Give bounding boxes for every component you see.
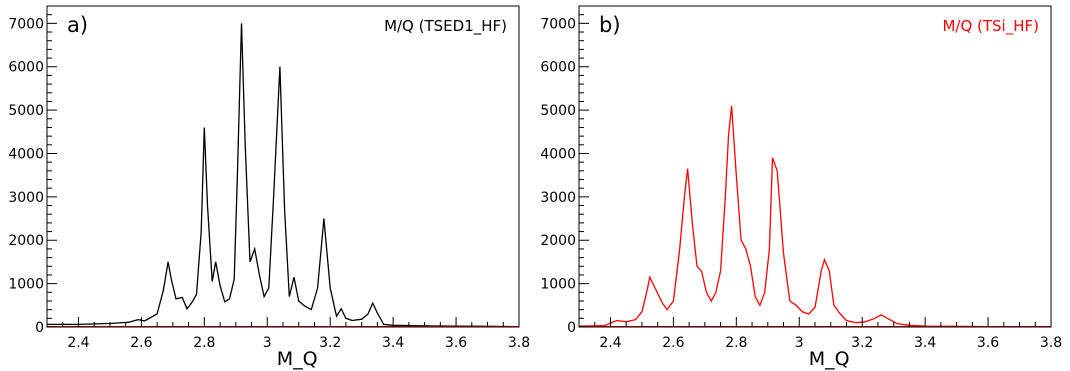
x-tick-label-a: 2.6 bbox=[130, 335, 152, 351]
x-axis-title-a: M_Q bbox=[277, 348, 318, 370]
y-tick-label-a: 1000 bbox=[8, 277, 44, 293]
panel-label-b: b) bbox=[599, 13, 621, 37]
y-tick-label-a: 4000 bbox=[8, 146, 44, 162]
y-tick-label-b: 2000 bbox=[540, 233, 576, 249]
series-line-a bbox=[47, 23, 520, 328]
y-tick-label-a: 5000 bbox=[8, 103, 44, 119]
legend-entry-b: M/Q (TSi_HF) bbox=[942, 17, 1039, 36]
y-tick-label-b: 6000 bbox=[540, 60, 576, 76]
x-tick-label-a: 3.4 bbox=[382, 335, 404, 351]
x-tick-label-b: 3.2 bbox=[851, 335, 873, 351]
x-tick-label-b: 3.4 bbox=[914, 335, 936, 351]
x-tick-label-a: 3.8 bbox=[508, 335, 530, 351]
x-tick-label-a: 3.2 bbox=[319, 335, 341, 351]
y-tick-label-a: 3000 bbox=[8, 190, 44, 206]
x-tick-label-a: 3 bbox=[263, 335, 272, 351]
y-tick-label-b: 5000 bbox=[540, 103, 576, 119]
x-tick-label-b: 2.6 bbox=[662, 335, 684, 351]
y-tick-label-b: 1000 bbox=[540, 277, 576, 293]
y-tick-label-b: 3000 bbox=[540, 190, 576, 206]
x-axis-title-b: M_Q bbox=[809, 348, 850, 370]
panel-label-a: a) bbox=[67, 13, 88, 37]
y-tick-label-a: 2000 bbox=[8, 233, 44, 249]
x-tick-label-b: 3 bbox=[795, 335, 804, 351]
y-tick-label-b: 7000 bbox=[540, 16, 576, 32]
panel-a: 2.4 2.6 2.8 3 3.2 3.4 3.6 3.8 0 1000 2000 3000 4000… bbox=[8, 5, 530, 370]
y-tick-label-a: 7000 bbox=[8, 16, 44, 32]
x-tick-label-b: 2.8 bbox=[725, 335, 747, 351]
x-tick-label-b: 2.4 bbox=[599, 335, 621, 351]
y-tick-label-a: 0 bbox=[35, 320, 44, 336]
legend-entry-a: M/Q (TSED1_HF) bbox=[384, 17, 507, 36]
y-tick-label-b: 0 bbox=[567, 320, 576, 336]
series-line-b bbox=[578, 105, 1051, 328]
x-tick-label-a: 2.4 bbox=[67, 335, 89, 351]
y-tick-label-a: 6000 bbox=[8, 60, 44, 76]
x-tick-label-b: 3.8 bbox=[1040, 335, 1062, 351]
y-tick-label-b: 4000 bbox=[540, 146, 576, 162]
x-tick-label-b: 3.6 bbox=[977, 335, 999, 351]
panel-b: 2.4 2.6 2.8 3 3.2 3.4 3.6 3.8 0 1000 2000 3000 4000… bbox=[540, 5, 1062, 370]
x-tick-label-a: 3.6 bbox=[445, 335, 467, 351]
x-tick-label-a: 2.8 bbox=[193, 335, 215, 351]
